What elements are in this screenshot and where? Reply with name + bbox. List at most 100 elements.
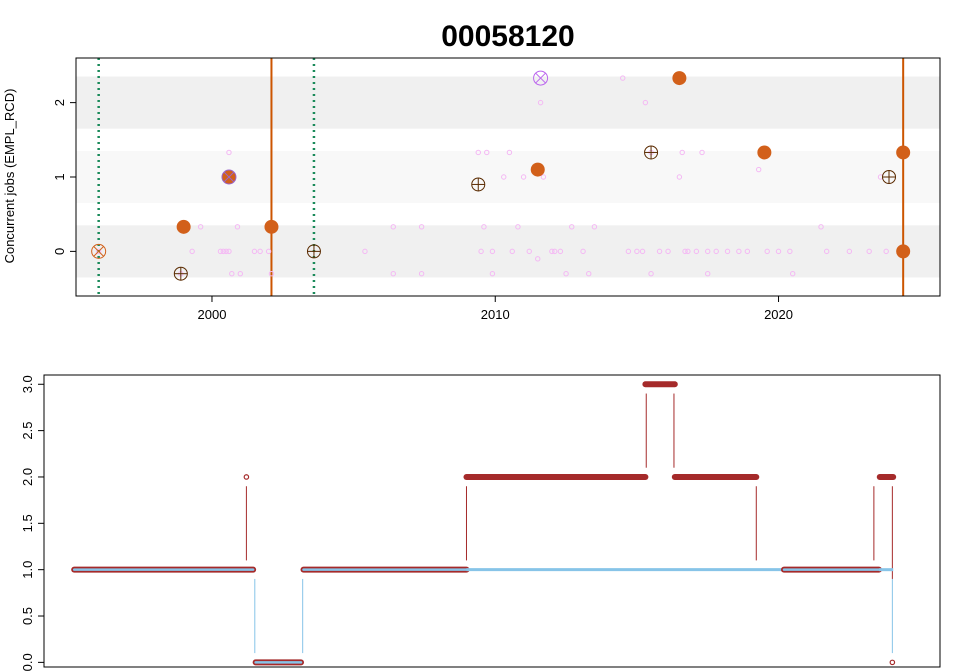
x-marked-point-stroke [535, 72, 546, 84]
orange-point [264, 219, 279, 234]
faint-record-point [693, 248, 700, 255]
faint-record-point [724, 248, 731, 255]
faint-record-point [586, 270, 592, 277]
faint-record-point [189, 248, 195, 255]
faint-record-point [237, 270, 244, 277]
orange-point [176, 219, 191, 234]
y-tick-label: 0.0 [20, 653, 35, 671]
x-tick-label: 2000 [198, 307, 227, 322]
faint-record-point [620, 75, 626, 81]
faint-record-point [197, 224, 204, 230]
faint-record-point [489, 270, 496, 277]
faint-record-point [775, 248, 782, 255]
faint-record-point [484, 149, 490, 156]
bottom-plot-panel: 0.0 0.5 1.0 1.5 2.0 2.5 3.0 [20, 374, 941, 671]
top-plot-panel: 00058120 Concurrent jobs (EMPL_RCD) 2000… [2, 20, 941, 322]
faint-record-point [563, 270, 569, 277]
faint-record-point [418, 270, 425, 277]
faint-record-point [639, 248, 646, 255]
faint-record-point [883, 248, 889, 255]
faint-record-point [764, 248, 770, 255]
faint-record-point [642, 99, 649, 106]
faint-record-point [489, 248, 496, 255]
top-plot-points [91, 70, 911, 281]
top-plot-frame [75, 57, 941, 297]
orange-point [757, 145, 772, 160]
y-tick-label: 1.5 [20, 514, 35, 532]
y-tick-label: 1 [52, 173, 67, 180]
top-plot-title: 00058120 [441, 20, 574, 53]
faint-record-point [223, 248, 229, 255]
faint-record-point [665, 248, 671, 255]
faint-record-point [549, 248, 555, 255]
faint-record-point [481, 224, 487, 230]
x-marked-point-ring [221, 169, 237, 185]
faint-record-point [535, 256, 541, 262]
faint-record-point [95, 248, 102, 255]
faint-record-point [656, 248, 663, 255]
faint-record-point [557, 248, 564, 255]
faint-record-point [591, 224, 598, 230]
y-tick-label: 0.5 [20, 607, 35, 625]
faint-record-point [217, 248, 224, 255]
faint-record-point [229, 270, 235, 277]
faint-record-point [736, 248, 742, 255]
top-plot-bands [76, 76, 940, 278]
y-tick-label: 2.5 [20, 422, 35, 440]
faint-record-point [390, 224, 396, 230]
faint-record-point [537, 99, 544, 106]
faint-record-point [226, 149, 232, 156]
faint-record-point [569, 224, 575, 230]
faint-record-point [756, 166, 762, 173]
top-plot-y-axis-title: Concurrent jobs (EMPL_RCD) [2, 89, 17, 264]
y-tick-label: 2.0 [20, 468, 35, 486]
y-tick-label: 1.0 [20, 561, 35, 579]
faint-record-point [713, 248, 719, 255]
orange-point [896, 244, 911, 259]
faint-record-point [362, 248, 368, 255]
faint-record-point [705, 270, 711, 277]
faint-record-point [846, 248, 853, 255]
x-marked-point-ring [91, 243, 107, 259]
faint-record-point [823, 248, 830, 255]
faint-record-point [268, 270, 275, 277]
faint-record-point [818, 224, 824, 230]
top-plot-axes: 2000 2010 2020 0 1 2 [52, 99, 793, 322]
faint-record-point [552, 248, 558, 255]
faint-record-point [705, 248, 711, 255]
faint-record-point [866, 248, 872, 255]
faint-record-point [251, 248, 258, 255]
y-tick-label: 2 [52, 99, 67, 106]
orange-point [530, 162, 545, 177]
x-marked-point-stroke [223, 171, 235, 183]
x-marked-point-ring [533, 70, 549, 86]
faint-record-point [418, 224, 425, 230]
y-tick-label: 0 [52, 248, 67, 255]
x-marked-point-stroke [93, 246, 105, 257]
faint-record-point [226, 248, 232, 255]
small-red-point [889, 659, 896, 666]
bottom-plot-lines [71, 381, 897, 666]
faint-record-point [789, 270, 796, 277]
faint-record-point [676, 174, 683, 180]
faint-record-point [220, 248, 227, 255]
faint-record-point [265, 248, 272, 255]
faint-record-point [744, 248, 751, 255]
faint-record-point [234, 224, 241, 230]
band [76, 150, 940, 204]
faint-record-point [634, 248, 640, 255]
faint-record-point [257, 248, 263, 255]
faint-record-point [390, 270, 396, 277]
faint-record-point [520, 174, 527, 180]
x-tick-label: 2010 [481, 307, 510, 322]
faint-record-point [682, 248, 688, 255]
band [76, 225, 940, 278]
faint-record-point [580, 248, 586, 255]
x-tick-label: 2020 [764, 307, 793, 322]
small-red-point [243, 474, 250, 480]
faint-record-point [509, 248, 515, 255]
faint-record-point [478, 248, 484, 255]
faint-record-point [475, 149, 481, 156]
faint-record-point [648, 270, 654, 277]
faint-record-point [526, 248, 532, 255]
